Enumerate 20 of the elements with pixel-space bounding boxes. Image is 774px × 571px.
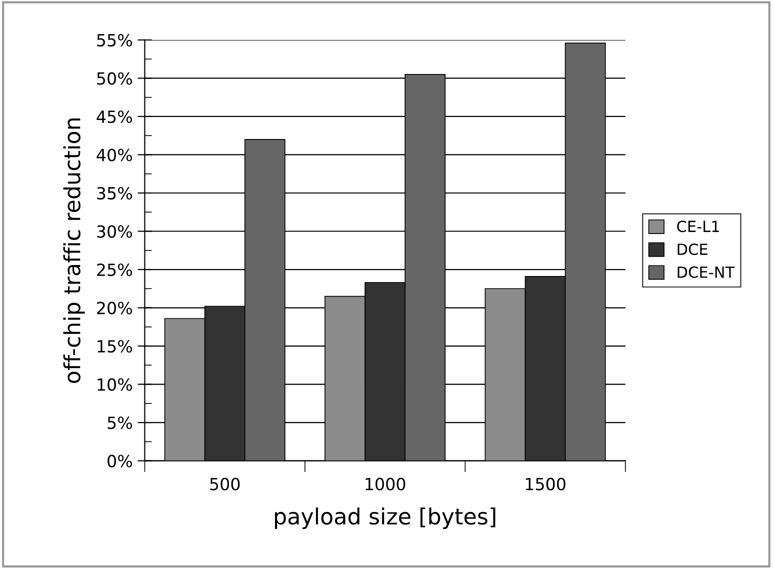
y-tick-label: 15% xyxy=(98,340,132,353)
legend-label: DCE xyxy=(678,243,708,256)
y-tick-label: 50% xyxy=(97,72,132,85)
x-tick-label: 500 xyxy=(210,478,240,490)
y-tick-label: 20% xyxy=(97,302,132,314)
y-tick-label: 10% xyxy=(98,378,132,391)
x-tick-label: 1000 xyxy=(366,478,406,490)
y-tick-label: 25% xyxy=(97,263,132,276)
legend-label: CE-L1 xyxy=(677,220,719,232)
y-tick-label: 35% xyxy=(97,186,132,200)
y-tick-label: 0% xyxy=(108,454,132,468)
y-tick-label: 5% xyxy=(108,416,132,430)
legend-label: DCE-NT xyxy=(678,266,735,278)
y-tick-label: 40% xyxy=(96,148,132,162)
x-axis-title: payload size [bytes] xyxy=(275,507,496,529)
y-tick-label: 55% xyxy=(97,34,132,47)
y-tick-label: 30% xyxy=(97,225,132,238)
x-tick-label: 1500 xyxy=(526,478,566,490)
y-axis-title: off-chip traffic reduction xyxy=(63,118,85,383)
y-tick-label: 45% xyxy=(96,110,132,124)
